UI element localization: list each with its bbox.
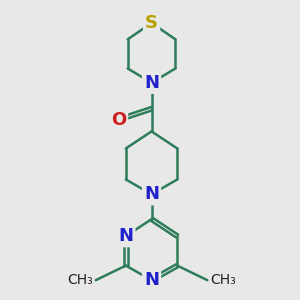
Text: O: O bbox=[111, 111, 126, 129]
Text: CH₃: CH₃ bbox=[68, 273, 93, 287]
Text: N: N bbox=[118, 227, 133, 245]
Text: N: N bbox=[144, 185, 159, 203]
Text: CH₃: CH₃ bbox=[210, 273, 236, 287]
Text: S: S bbox=[145, 14, 158, 32]
Text: N: N bbox=[144, 271, 159, 289]
Text: N: N bbox=[144, 74, 159, 92]
